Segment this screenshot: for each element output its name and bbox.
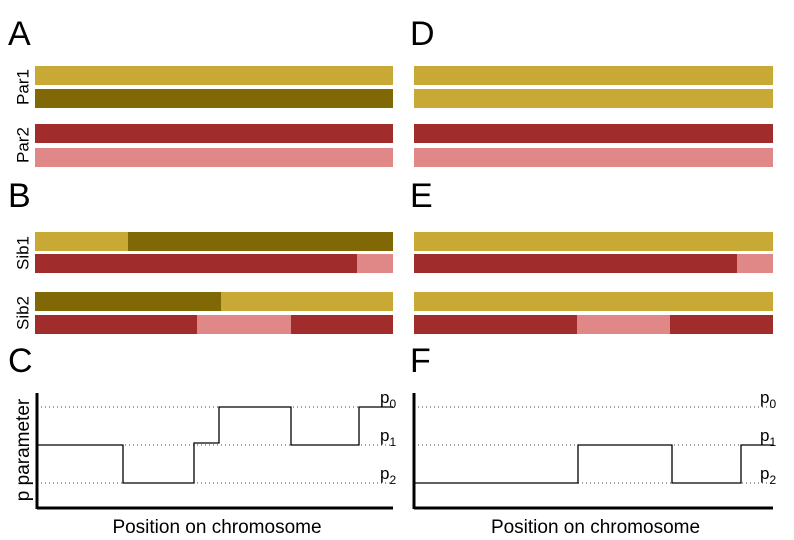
level-sub: 0 xyxy=(769,397,776,411)
level-label: p1 xyxy=(380,426,396,449)
chromosome-segment xyxy=(414,292,601,311)
level-label: p2 xyxy=(760,464,776,487)
chromosome-segment xyxy=(414,89,773,108)
chromosome-segment xyxy=(414,124,773,143)
chromosome-segment xyxy=(414,66,773,85)
step-line xyxy=(414,444,773,484)
chromosome-segment xyxy=(35,232,128,251)
chromosome-segment xyxy=(35,254,357,273)
level-base: p xyxy=(380,464,389,483)
chromosome-segment xyxy=(197,315,291,334)
chromosome-segment xyxy=(357,254,393,273)
chromosome-segment xyxy=(414,315,577,334)
panel-letter: F xyxy=(410,342,431,380)
level-label: p0 xyxy=(760,388,776,411)
level-sub: 2 xyxy=(769,473,776,487)
chromosome-segment xyxy=(35,292,221,311)
chromosome-segment xyxy=(35,148,393,167)
chromosome-segment xyxy=(507,232,773,251)
chromosome-segment xyxy=(670,315,773,334)
chromosome-segment xyxy=(414,254,737,273)
chromosome-segment xyxy=(577,315,670,334)
level-base: p xyxy=(380,426,389,445)
chromosome-segment xyxy=(35,315,197,334)
chromosome-segment xyxy=(291,315,393,334)
level-base: p xyxy=(380,388,389,407)
chromosome-segment xyxy=(414,148,773,167)
level-sub: 1 xyxy=(389,435,396,449)
y-axis-label: p parameter xyxy=(13,398,34,501)
panel-letter: A xyxy=(8,15,31,53)
level-sub: 2 xyxy=(389,473,396,487)
x-axis-label: Position on chromosome xyxy=(491,517,700,538)
level-label: p1 xyxy=(760,426,776,449)
level-base: p xyxy=(760,464,769,483)
panel-letter: B xyxy=(8,177,31,215)
chromosome-segment xyxy=(128,232,393,251)
row-label: Sib1 xyxy=(13,236,32,270)
chromosome-segment xyxy=(35,66,393,85)
x-axis-label: Position on chromosome xyxy=(112,517,321,538)
level-label: p2 xyxy=(380,464,396,487)
panel-letter: C xyxy=(8,342,33,380)
panel-letter: D xyxy=(410,15,435,53)
level-base: p xyxy=(760,388,769,407)
chromosome-segment xyxy=(35,89,393,108)
step-line xyxy=(37,406,393,484)
level-label: p0 xyxy=(380,388,396,411)
row-label: Par1 xyxy=(13,69,32,105)
panel-letter: E xyxy=(410,177,433,215)
level-sub: 0 xyxy=(389,397,396,411)
chromosome-segment xyxy=(737,254,773,273)
row-label: Sib2 xyxy=(13,296,32,330)
row-label: Par2 xyxy=(13,127,32,163)
chromosome-segment xyxy=(414,232,507,251)
level-sub: 1 xyxy=(769,435,776,449)
chromosome-segment xyxy=(601,292,773,311)
chromosome-segment xyxy=(35,124,393,143)
level-base: p xyxy=(760,426,769,445)
chromosome-segment xyxy=(221,292,393,311)
